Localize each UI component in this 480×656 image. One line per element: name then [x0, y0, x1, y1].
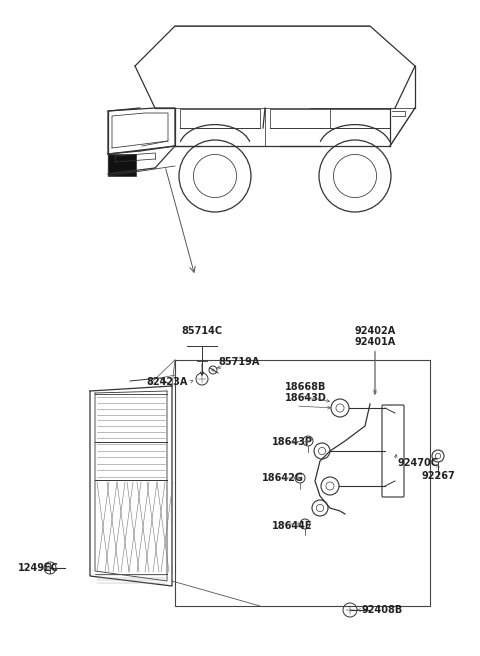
Text: 92402A: 92402A	[354, 326, 396, 336]
Text: 85719A: 85719A	[218, 357, 259, 367]
FancyBboxPatch shape	[108, 154, 136, 176]
Text: 18642G: 18642G	[262, 473, 304, 483]
Text: 18668B: 18668B	[285, 382, 326, 392]
Text: 92267: 92267	[421, 471, 455, 481]
Text: 92470C: 92470C	[397, 458, 438, 468]
Text: 82423A: 82423A	[146, 377, 188, 387]
Text: 92401A: 92401A	[354, 337, 396, 347]
Text: 18644E: 18644E	[272, 521, 312, 531]
Text: 18643P: 18643P	[272, 437, 313, 447]
Text: 1249EC: 1249EC	[18, 563, 59, 573]
Text: 18643D: 18643D	[285, 393, 327, 403]
Text: 85714C: 85714C	[181, 326, 223, 336]
Text: 92408B: 92408B	[362, 605, 403, 615]
